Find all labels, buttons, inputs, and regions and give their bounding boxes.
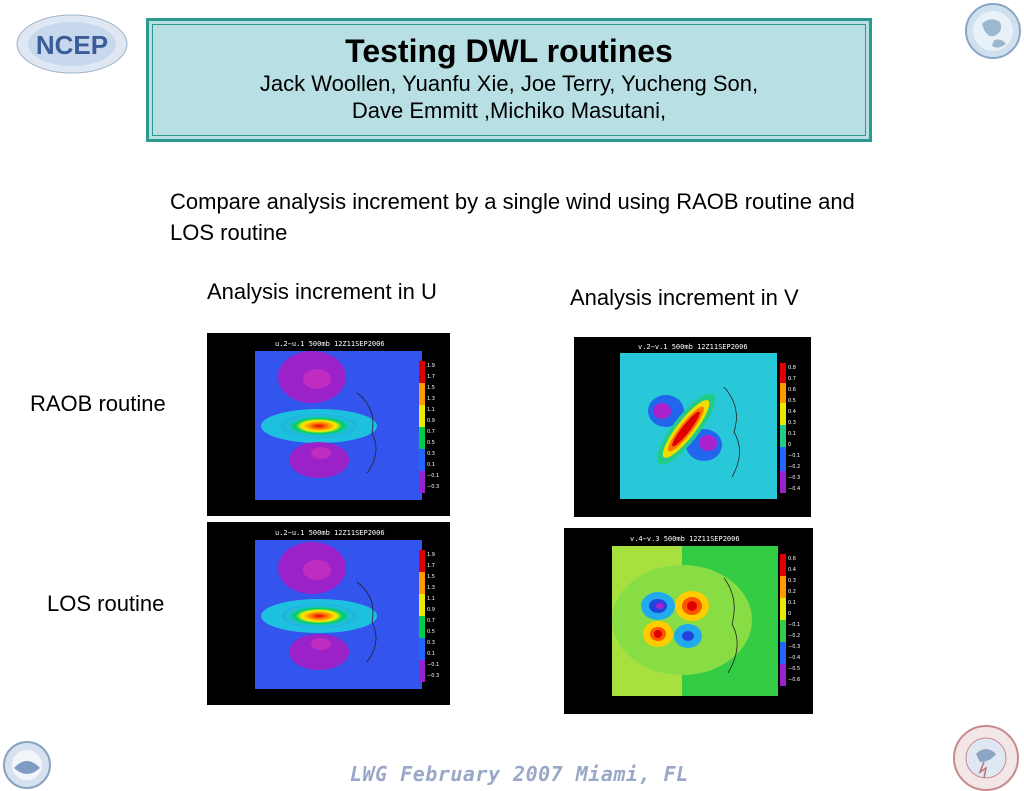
title-box: Testing DWL routines Jack Woollen, Yuanf… [146, 18, 872, 142]
plot-los-u-title: u.2−u.1 500mb 12Z11SEP2006 [275, 529, 385, 537]
cb-los-v-3: 0.2 [788, 589, 796, 595]
cb-raob-v-4: 0.4 [788, 409, 796, 415]
plot-los-u: u.2−u.1 500mb 12Z11SEP2006 1.9 1.7 1.5 1… [207, 522, 450, 705]
cb-raob-v-1: 0.7 [788, 376, 796, 382]
cb-los-v-6: −0.1 [788, 622, 800, 628]
cb-los-v-8: −0.3 [788, 644, 800, 650]
cb-raob-u-10: −0.1 [427, 473, 439, 479]
cb-raob-u-6: 0.7 [427, 429, 435, 435]
cb-los-v-9: −0.4 [788, 655, 800, 661]
cb-raob-v-9: −0.2 [788, 464, 800, 470]
plot-los-v-title: v.4−v.3 500mb 12Z11SEP2006 [630, 535, 740, 543]
cb-los-u-4: 1.1 [427, 596, 435, 602]
cb-raob-v-10: −0.3 [788, 475, 800, 481]
cb-los-v-7: −0.2 [788, 633, 800, 639]
cb-los-u-2: 1.5 [427, 574, 435, 580]
cb-raob-u-9: 0.1 [427, 462, 435, 468]
cb-raob-u-0: 1.9 [427, 363, 435, 369]
cb-los-u-7: 0.5 [427, 629, 435, 635]
cb-raob-v-8: −0.1 [788, 453, 800, 459]
plot-los-v: v.4−v.3 500mb 12Z11SEP2006 0.6 0.4 0.3 0… [564, 528, 813, 714]
cb-raob-u-2: 1.5 [427, 385, 435, 391]
globe-logo [964, 2, 1022, 60]
cb-raob-u-11: −0.3 [427, 484, 439, 490]
cb-raob-v-7: 0 [788, 442, 791, 448]
cb-los-v-2: 0.3 [788, 578, 796, 584]
noaa-logo [2, 740, 52, 790]
plot-raob-u: u.2−u.1 500mb 12Z11SEP2006 1.9 1.7 1.5 1… [207, 333, 450, 516]
nws-logo [950, 722, 1022, 791]
plot-raob-v-title: v.2−v.1 500mb 12Z11SEP2006 [638, 343, 748, 351]
plot-raob-v: v.2−v.1 500mb 12Z11SEP2006 0.8 0.7 0.6 0… [574, 337, 811, 517]
cb-los-u-10: −0.1 [427, 662, 439, 668]
cb-los-v-1: 0.4 [788, 567, 796, 573]
column-label-v: Analysis increment in V [570, 285, 799, 310]
footer-text: LWG February 2007 Miami, FL [350, 762, 689, 786]
cb-raob-v-6: 0.1 [788, 431, 796, 437]
cb-raob-u-5: 0.9 [427, 418, 435, 424]
cb-los-v-10: −0.5 [788, 666, 800, 672]
authors-line-1: Jack Woollen, Yuanfu Xie, Joe Terry, Yuc… [259, 71, 759, 96]
cb-los-v-11: −0.6 [788, 677, 800, 683]
cb-los-u-6: 0.7 [427, 618, 435, 624]
cb-los-v-0: 0.6 [788, 556, 796, 562]
slide-title: Testing DWL routines [345, 33, 673, 69]
cb-los-u-8: 0.3 [427, 640, 435, 646]
ncep-logo: NCEP [16, 14, 128, 74]
cb-raob-u-8: 0.3 [427, 451, 435, 457]
cb-raob-u-1: 1.7 [427, 374, 435, 380]
cb-raob-v-0: 0.8 [788, 365, 796, 371]
column-label-u: Analysis increment in U [207, 279, 437, 304]
cb-los-u-5: 0.9 [427, 607, 435, 613]
intro-text: Compare analysis increment by a single w… [170, 189, 855, 245]
cb-los-v-5: 0 [788, 611, 791, 617]
cb-raob-u-4: 1.1 [427, 407, 435, 413]
cb-raob-u-3: 1.3 [427, 396, 435, 402]
row-label-los: LOS routine [47, 591, 165, 616]
cb-raob-v-11: −0.4 [788, 486, 800, 492]
cb-los-u-3: 1.3 [427, 585, 435, 591]
authors-line-2: Dave Emmitt ,Michiko Masutani, [351, 98, 667, 123]
cb-los-v-4: 0.1 [788, 600, 796, 606]
row-label-raob: RAOB routine [30, 391, 166, 416]
cb-raob-v-5: 0.3 [788, 420, 796, 426]
cb-los-u-9: 0.1 [427, 651, 435, 657]
cb-los-u-0: 1.9 [427, 552, 435, 558]
plot-raob-u-title: u.2−u.1 500mb 12Z11SEP2006 [275, 340, 385, 348]
cb-raob-v-2: 0.6 [788, 387, 796, 393]
cb-raob-v-3: 0.5 [788, 398, 796, 404]
cb-los-u-1: 1.7 [427, 563, 435, 569]
cb-raob-u-7: 0.5 [427, 440, 435, 446]
cb-los-u-11: −0.3 [427, 673, 439, 679]
ncep-logo-text: NCEP [36, 30, 108, 60]
